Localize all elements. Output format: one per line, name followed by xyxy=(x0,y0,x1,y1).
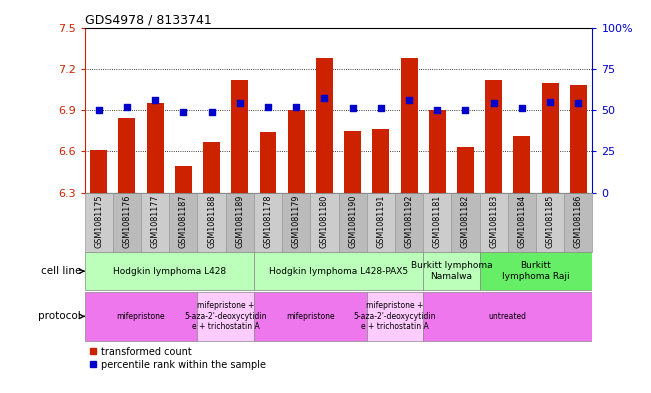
Bar xyxy=(395,193,423,252)
Bar xyxy=(344,130,361,193)
Text: GSM1081189: GSM1081189 xyxy=(235,195,244,248)
Text: mifepristone: mifepristone xyxy=(286,312,335,321)
Bar xyxy=(231,80,248,193)
Point xyxy=(376,105,386,112)
Point xyxy=(263,104,273,110)
Bar xyxy=(400,58,417,193)
Bar xyxy=(113,193,141,252)
Point xyxy=(460,107,471,113)
Text: mifepristone +
5-aza-2'-deoxycytidin
e + trichostatin A: mifepristone + 5-aza-2'-deoxycytidin e +… xyxy=(353,301,436,331)
Bar xyxy=(423,252,480,290)
Text: GSM1081191: GSM1081191 xyxy=(376,195,385,248)
Bar xyxy=(316,58,333,193)
Text: GSM1081180: GSM1081180 xyxy=(320,195,329,248)
Point xyxy=(319,95,329,102)
Bar xyxy=(564,193,592,252)
Text: GSM1081181: GSM1081181 xyxy=(433,195,442,248)
Bar xyxy=(197,193,226,252)
Text: GSM1081179: GSM1081179 xyxy=(292,195,301,248)
Bar xyxy=(367,292,423,341)
Text: untreated: untreated xyxy=(489,312,527,321)
Bar xyxy=(536,193,564,252)
Text: Hodgkin lymphoma L428: Hodgkin lymphoma L428 xyxy=(113,267,226,275)
Bar xyxy=(339,193,367,252)
Point xyxy=(94,107,104,113)
Bar xyxy=(85,252,254,290)
Text: Burkitt lymphoma
Namalwa: Burkitt lymphoma Namalwa xyxy=(411,261,492,281)
Bar xyxy=(203,141,220,193)
Text: GSM1081175: GSM1081175 xyxy=(94,195,104,248)
Bar xyxy=(169,193,197,252)
Bar xyxy=(514,136,531,193)
Text: cell line: cell line xyxy=(41,266,81,276)
Text: GSM1081186: GSM1081186 xyxy=(574,195,583,248)
Point xyxy=(178,108,189,115)
Point xyxy=(517,105,527,112)
Text: Hodgkin lymphoma L428-PAX5: Hodgkin lymphoma L428-PAX5 xyxy=(269,267,408,275)
Bar xyxy=(254,252,423,290)
Bar xyxy=(372,129,389,193)
Point xyxy=(206,108,217,115)
Text: GSM1081185: GSM1081185 xyxy=(546,195,555,248)
Bar xyxy=(457,147,474,193)
Bar xyxy=(480,252,592,290)
Point xyxy=(348,105,358,112)
Point xyxy=(545,99,555,105)
Bar xyxy=(197,292,254,341)
Point xyxy=(573,100,583,107)
Bar xyxy=(311,193,339,252)
Bar xyxy=(226,193,254,252)
Bar xyxy=(429,110,446,193)
Text: GDS4978 / 8133741: GDS4978 / 8133741 xyxy=(85,13,212,26)
Bar xyxy=(118,118,135,193)
Text: GSM1081188: GSM1081188 xyxy=(207,195,216,248)
Text: GSM1081176: GSM1081176 xyxy=(122,195,132,248)
Point xyxy=(291,104,301,110)
Point xyxy=(234,100,245,107)
Text: mifepristone +
5-aza-2'-deoxycytidin
e + trichostatin A: mifepristone + 5-aza-2'-deoxycytidin e +… xyxy=(184,301,267,331)
Bar xyxy=(85,292,197,341)
Point xyxy=(488,100,499,107)
Text: GSM1081183: GSM1081183 xyxy=(489,195,498,248)
Bar xyxy=(146,103,163,193)
Point xyxy=(122,104,132,110)
Bar xyxy=(367,193,395,252)
Text: GSM1081187: GSM1081187 xyxy=(179,195,188,248)
Bar xyxy=(485,80,502,193)
Bar xyxy=(542,83,559,193)
Text: Burkitt
lymphoma Raji: Burkitt lymphoma Raji xyxy=(502,261,570,281)
Text: GSM1081178: GSM1081178 xyxy=(264,195,273,248)
Bar xyxy=(282,193,311,252)
Bar xyxy=(141,193,169,252)
Point xyxy=(432,107,443,113)
Bar xyxy=(423,292,592,341)
Bar xyxy=(508,193,536,252)
Bar xyxy=(423,193,451,252)
Point xyxy=(150,97,160,103)
Bar xyxy=(260,132,277,193)
Text: GSM1081190: GSM1081190 xyxy=(348,195,357,248)
Bar xyxy=(175,166,192,193)
Bar xyxy=(254,292,367,341)
Bar xyxy=(85,193,113,252)
Bar xyxy=(570,85,587,193)
Text: GSM1081182: GSM1081182 xyxy=(461,195,470,248)
Text: GSM1081184: GSM1081184 xyxy=(518,195,527,248)
Text: protocol: protocol xyxy=(38,311,81,321)
Text: GSM1081177: GSM1081177 xyxy=(150,195,159,248)
Bar xyxy=(90,150,107,193)
Bar xyxy=(288,110,305,193)
Text: mifepristone: mifepristone xyxy=(117,312,165,321)
Bar xyxy=(451,193,480,252)
Point xyxy=(404,97,414,103)
Legend: transformed count, percentile rank within the sample: transformed count, percentile rank withi… xyxy=(89,347,266,370)
Text: GSM1081192: GSM1081192 xyxy=(404,195,413,248)
Bar xyxy=(480,193,508,252)
Bar xyxy=(254,193,282,252)
